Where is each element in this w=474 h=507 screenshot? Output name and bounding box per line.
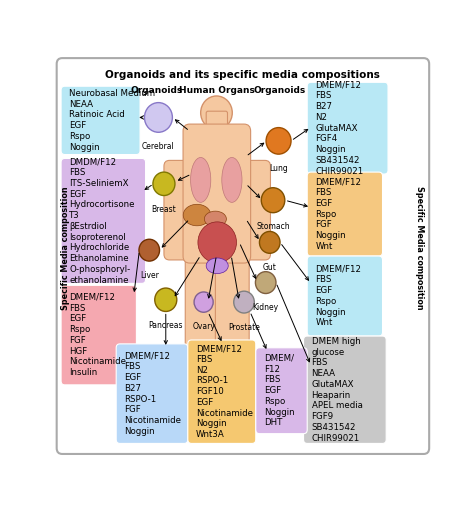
FancyBboxPatch shape [303,336,386,444]
Text: DMDM/F12
FBS
ITS-SeliniemX
EGF
Hydrocortisone
T3
βEstrdiol
Isoproterenol
Hydroch: DMDM/F12 FBS ITS-SeliniemX EGF Hydrocort… [69,157,135,284]
FancyBboxPatch shape [61,285,137,385]
Circle shape [194,292,213,312]
Text: Prostate: Prostate [228,323,260,332]
Circle shape [259,231,280,254]
Circle shape [139,239,160,261]
Circle shape [155,288,177,311]
FancyBboxPatch shape [61,86,140,155]
Text: DMEM/
F12
FBS
EGF
Rspo
Noggin
DHT: DMEM/ F12 FBS EGF Rspo Noggin DHT [264,354,294,427]
Ellipse shape [191,158,211,202]
Ellipse shape [198,222,237,263]
FancyBboxPatch shape [183,124,251,263]
Text: Ovary: Ovary [192,322,215,331]
FancyBboxPatch shape [206,111,228,134]
FancyBboxPatch shape [307,82,388,174]
Ellipse shape [206,258,228,274]
Ellipse shape [183,204,211,226]
Circle shape [234,291,255,313]
Text: Organoids: Organoids [130,86,182,95]
Text: DMEM/F12
FBS
EGF
Rspo
FGF
Noggin
Wnt: DMEM/F12 FBS EGF Rspo FGF Noggin Wnt [315,177,361,251]
Text: Lung: Lung [269,164,288,173]
FancyBboxPatch shape [57,58,429,454]
Text: Organoids and its specific media compositions: Organoids and its specific media composi… [106,70,380,80]
Text: Breast: Breast [152,205,176,214]
FancyBboxPatch shape [307,172,383,256]
Text: Organoids: Organoids [254,86,306,95]
Text: DMEM/F12
FBS
B27
N2
GlutaMAX
FGF4
Noggin
SB431542
CHIR99021: DMEM/F12 FBS B27 N2 GlutaMAX FGF4 Noggin… [315,81,364,176]
Ellipse shape [222,158,242,202]
FancyBboxPatch shape [215,246,249,354]
Circle shape [145,102,173,132]
Text: Specific Media composition: Specific Media composition [61,187,70,310]
Text: DMEM/F12
FBS
EGF
Rspo
Noggin
Wnt: DMEM/F12 FBS EGF Rspo Noggin Wnt [315,265,361,328]
Text: Liver: Liver [140,271,159,280]
FancyBboxPatch shape [307,256,383,336]
FancyBboxPatch shape [188,340,256,444]
Text: Kidney: Kidney [253,303,279,312]
Text: Gut: Gut [263,263,277,272]
Text: DMEM/F12
FBS
N2
RSPO-1
FGF10
EGF
Nicotinamide
Noggin
Wnt3A: DMEM/F12 FBS N2 RSPO-1 FGF10 EGF Nicotin… [196,344,253,439]
FancyBboxPatch shape [256,348,307,433]
Text: Stomach: Stomach [256,223,290,232]
Ellipse shape [204,211,227,227]
Circle shape [266,128,291,154]
Circle shape [201,96,232,130]
Text: Neurobasal Medium
NEAA
Ratinoic Acid
EGF
Rspo
Noggin: Neurobasal Medium NEAA Ratinoic Acid EGF… [69,89,155,152]
Circle shape [255,272,276,294]
FancyBboxPatch shape [237,160,271,260]
FancyBboxPatch shape [185,246,219,354]
FancyBboxPatch shape [164,160,198,260]
Circle shape [261,188,285,213]
Text: Pancreas: Pancreas [148,321,183,330]
Text: Specific Media composition: Specific Media composition [416,187,425,310]
Circle shape [153,172,175,196]
Text: DMEM/F12
FBS
EGF
B27
RSPO-1
FGF
Nicotinamide
Noggin: DMEM/F12 FBS EGF B27 RSPO-1 FGF Nicotina… [124,351,181,436]
Text: DMEM high
glucose
FBS
NEAA
GlutaMAX
Heaparin
APEL media
FGF9
SB431542
CHIR99021: DMEM high glucose FBS NEAA GlutaMAX Heap… [311,337,363,443]
FancyBboxPatch shape [61,158,146,283]
Text: DMEM/F12
FBS
EGF
Rspo
FGF
HGF
Nicotinamide
Insulin: DMEM/F12 FBS EGF Rspo FGF HGF Nicotinami… [69,293,126,377]
Text: Cerebral: Cerebral [142,142,175,151]
Text: Human Organs: Human Organs [179,86,255,95]
FancyBboxPatch shape [116,344,188,444]
